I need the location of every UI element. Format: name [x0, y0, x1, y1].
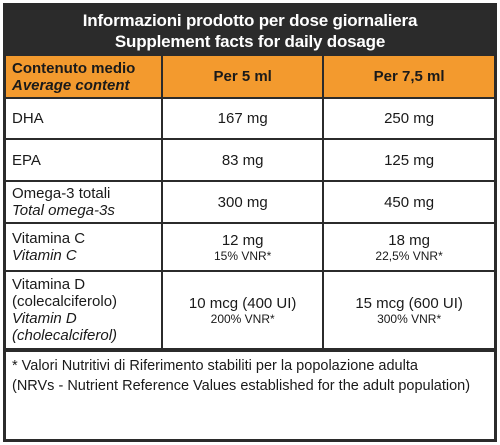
facts-table: Contenuto medio Average content Per 5 ml… — [6, 56, 494, 350]
value-dose-2-cell: 18 mg 22,5% VNR* — [322, 222, 494, 272]
table-row-omega-3: Omega-3 totali Total omega-3s 300 mg 450… — [6, 180, 494, 224]
vnr-dose-2: 22,5% VNR* — [375, 248, 443, 263]
content-label-english: Average content — [12, 76, 130, 94]
nutrient-name: EPA — [6, 138, 164, 182]
nutrient-name-english-line-1: Vitamin D — [12, 310, 77, 327]
table-row-epa: EPA 83 mg 125 mg — [6, 138, 494, 182]
table-row-vitamin-c: Vitamina C Vitamin C 12 mg 15% VNR* 18 m… — [6, 222, 494, 272]
table-row-vitamin-d: Vitamina D (colecalciferolo) Vitamin D (… — [6, 270, 494, 350]
value-dose-2: 250 mg — [322, 98, 494, 140]
nutrient-name: Omega-3 totali — [12, 185, 111, 202]
value-dose-2: 15 mcg (600 UI) — [355, 294, 463, 312]
supplement-facts-panel: Informazioni prodotto per dose giornalie… — [3, 3, 497, 442]
column-header-row: Contenuto medio Average content Per 5 ml… — [6, 56, 494, 99]
title-italian: Informazioni prodotto per dose giornalie… — [82, 11, 418, 30]
value-dose-2-cell: 15 mcg (600 UI) 300% VNR* — [322, 270, 494, 350]
table-row-dha: DHA 167 mg 250 mg — [6, 98, 494, 140]
column-header-dose-7-5ml: Per 7,5 ml — [322, 56, 494, 99]
nutrient-name: DHA — [6, 98, 164, 140]
nutrient-name-english: Total omega-3s — [12, 202, 115, 219]
footnote: * Valori Nutritivi di Riferimento stabil… — [6, 350, 494, 400]
nutrient-name-english: Vitamin C — [12, 247, 77, 264]
nutrient-name-line-1: Vitamina D — [12, 276, 86, 293]
vnr-dose-2: 300% VNR* — [377, 311, 442, 326]
nutrient-name-cell: Omega-3 totali Total omega-3s — [6, 180, 164, 224]
value-dose-1: 83 mg — [161, 138, 325, 182]
vnr-dose-1: 200% VNR* — [210, 311, 275, 326]
title-english: Supplement facts for daily dosage — [114, 32, 386, 51]
column-header-dose-5ml: Per 5 ml — [161, 56, 325, 99]
nutrient-name-cell: Vitamina C Vitamin C — [6, 222, 164, 272]
value-dose-2: 125 mg — [322, 138, 494, 182]
panel-header: Informazioni prodotto per dose giornalie… — [6, 6, 494, 56]
content-label-italian: Contenuto medio — [12, 59, 136, 77]
nutrient-name-cell: Vitamina D (colecalciferolo) Vitamin D (… — [6, 270, 164, 350]
vnr-dose-1: 15% VNR* — [213, 248, 272, 263]
value-dose-1-cell: 10 mcg (400 UI) 200% VNR* — [161, 270, 325, 350]
nutrient-name-line-2: (colecalciferolo) — [12, 293, 118, 310]
value-dose-1: 10 mcg (400 UI) — [188, 294, 297, 312]
value-dose-1: 300 mg — [161, 180, 325, 224]
value-dose-1: 167 mg — [161, 98, 325, 140]
value-dose-1: 12 mg — [221, 231, 264, 249]
footnote-english: (NRVs - Nutrient Reference Values establ… — [12, 378, 471, 394]
nutrient-name-english-line-2: (cholecalciferol) — [12, 327, 118, 344]
nutrient-name: Vitamina C — [12, 230, 86, 247]
column-header-content: Contenuto medio Average content — [6, 56, 164, 99]
value-dose-1-cell: 12 mg 15% VNR* — [161, 222, 325, 272]
value-dose-2: 18 mg — [388, 231, 430, 249]
footnote-italian: * Valori Nutritivi di Riferimento stabil… — [12, 358, 418, 374]
value-dose-2: 450 mg — [322, 180, 494, 224]
